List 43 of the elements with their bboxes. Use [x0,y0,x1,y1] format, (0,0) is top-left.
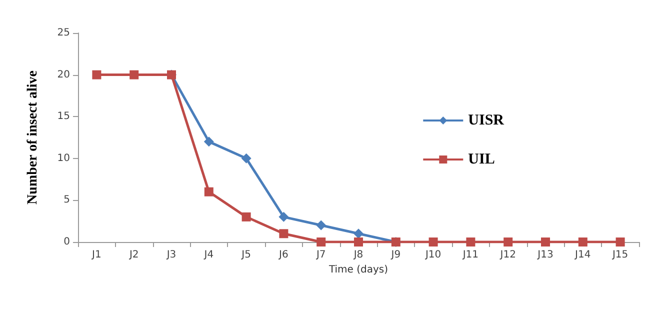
x-tick-label: J15 [611,250,628,260]
y-tick-label: 5 [64,194,70,206]
point [616,238,625,246]
point [316,238,326,246]
point [354,238,363,246]
point [578,238,588,246]
point [428,238,438,246]
y-tick-label: 15 [57,111,70,122]
point [278,212,289,222]
x-tick-label: J13 [536,250,554,260]
x-tick-label: J14 [574,250,591,260]
point [504,238,513,246]
x-tick-label: J3 [166,250,176,260]
y-tick-label: 20 [57,69,70,80]
point [241,153,252,164]
point [242,212,251,222]
point [354,228,364,239]
x-tick-label: J2 [128,250,139,260]
x-tick-label: J5 [240,250,251,260]
point [316,220,326,230]
point [541,238,550,246]
point [279,229,288,238]
x-tick-label: J1 [91,250,102,260]
x-tick-label: J6 [278,250,288,260]
x-tick-label: J10 [424,250,442,260]
y-tick-label: 0 [64,236,70,248]
x-tick-label: J4 [203,250,214,260]
point [204,187,214,196]
point [130,70,139,80]
x-tick-label: J11 [462,250,479,260]
x-tick-label: J12 [499,250,516,260]
y-tick-label: 10 [57,152,70,164]
x-tick-label: J7 [315,250,326,260]
point [204,136,214,147]
legend-label: UISR [468,112,504,128]
point [466,238,476,246]
y-tick-label: 25 [57,28,70,38]
x-tick-label: J9 [390,250,401,260]
y-axis-title: Number of insect alive [26,70,40,204]
point [92,70,102,80]
x-axis-title: Time (days) [328,264,388,276]
x-tick-label: J8 [352,250,364,260]
legend-label: UIL [468,152,495,168]
